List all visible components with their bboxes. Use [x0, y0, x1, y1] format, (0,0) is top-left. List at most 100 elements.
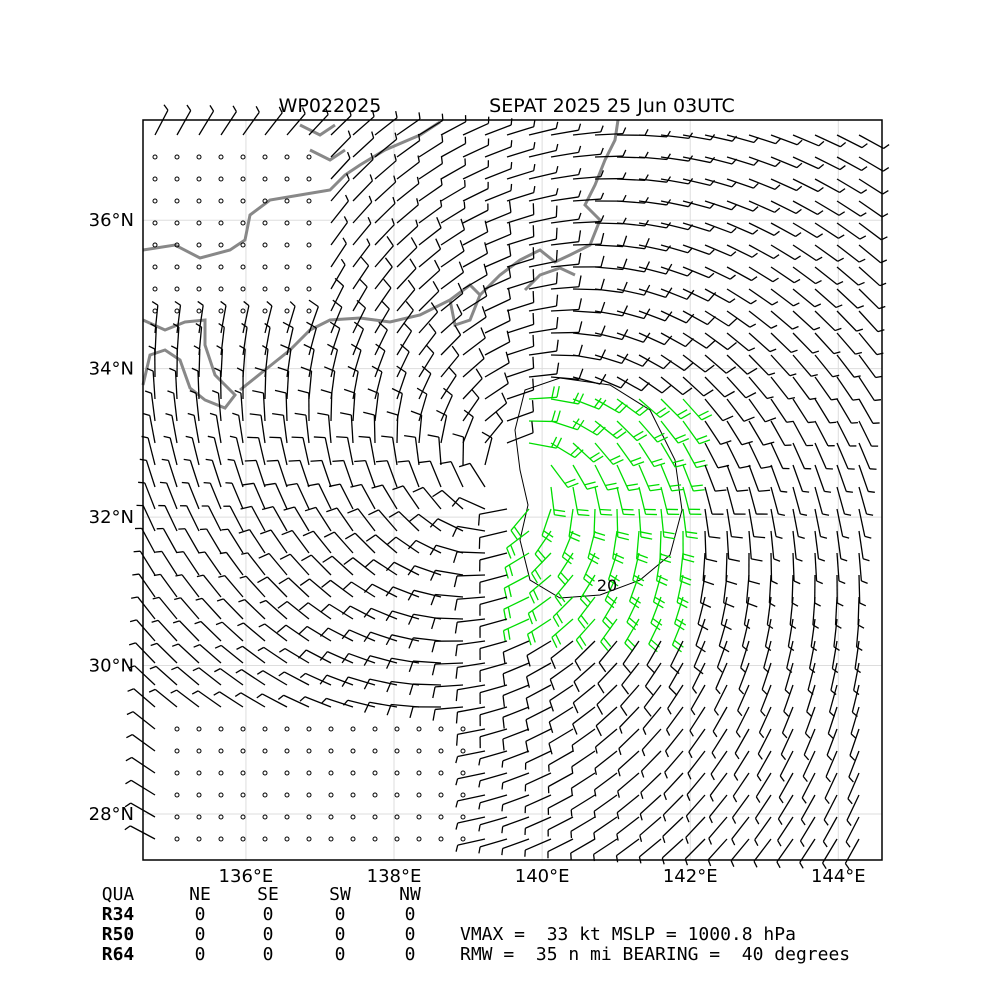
barb-staff: [710, 750, 728, 775]
barb-feather: [150, 642, 158, 647]
barb-feather: [307, 483, 319, 487]
wind-barb: [572, 125, 604, 136]
wind-barb: [481, 431, 493, 466]
pressure-contour: [514, 377, 683, 599]
barb-staff: [711, 728, 728, 754]
barb-staff: [704, 222, 732, 234]
barb-staff: [371, 583, 398, 598]
barb-feather: [506, 330, 511, 342]
barb-feather: [752, 206, 759, 212]
wind-barb: [352, 174, 374, 202]
barb-feather: [218, 322, 225, 328]
barb-feather: [612, 458, 624, 465]
barb-staff: [396, 140, 421, 158]
wind-barb: [572, 397, 607, 410]
barb-feather: [342, 237, 347, 244]
wind-barb: [374, 300, 390, 334]
y-tick-label: 30°N: [89, 656, 134, 677]
barb-staff: [598, 640, 618, 663]
wind-barb: [799, 816, 816, 847]
barb-staff: [764, 618, 772, 647]
barb-feather: [128, 642, 136, 646]
barb-staff: [386, 460, 398, 488]
calm-marker: [306, 836, 312, 842]
wind-barb: [748, 200, 781, 213]
barb-feather: [686, 536, 698, 540]
barb-staff: [528, 260, 557, 268]
barb-staff: [525, 794, 552, 808]
barb-feather: [277, 600, 288, 609]
barb-feather: [555, 294, 559, 307]
barb-feather: [257, 646, 265, 652]
wind-barb: [396, 279, 416, 312]
wind-barb: [716, 640, 728, 673]
wind-barb: [236, 367, 244, 400]
barb-staff: [792, 134, 820, 147]
wind-barb: [154, 104, 169, 136]
barb-feather: [621, 684, 630, 695]
barb-feather: [774, 207, 781, 213]
barb-staff: [457, 640, 486, 646]
calm-marker: [372, 814, 378, 820]
calm-marker: [174, 836, 180, 842]
barb-feather: [648, 483, 660, 487]
barb-staff: [360, 484, 376, 510]
calm-marker: [174, 286, 180, 292]
barb-feather: [364, 559, 375, 568]
wind-barb: [619, 706, 640, 734]
barb-staff: [770, 288, 794, 307]
barb-feather: [393, 154, 397, 161]
wind-barb: [833, 618, 840, 652]
barb-staff: [824, 772, 838, 799]
barb-staff: [233, 460, 244, 488]
wind-barb: [836, 464, 854, 493]
barb-feather: [508, 585, 512, 598]
calm-marker: [218, 308, 224, 314]
barb-staff: [704, 244, 732, 257]
barb-feather: [598, 662, 607, 673]
barb-staff: [858, 508, 866, 537]
barb-staff: [770, 442, 784, 469]
barb-feather: [320, 389, 332, 394]
barb-feather: [570, 446, 580, 456]
wind-barb: [484, 392, 508, 422]
wind-barb: [136, 504, 156, 532]
barb-feather: [748, 580, 761, 585]
barb-feather: [478, 846, 481, 854]
barb-feather: [595, 725, 602, 737]
barb-feather: [589, 452, 600, 460]
barb-feather: [346, 173, 350, 180]
barb-staff: [792, 156, 819, 170]
barb-feather: [749, 323, 757, 328]
barb-staff: [457, 662, 486, 668]
barb-feather: [258, 552, 270, 559]
barb-feather: [818, 558, 826, 562]
barb-feather: [691, 484, 703, 488]
barb-staff: [241, 669, 266, 686]
wind-barb: [479, 662, 508, 683]
barb-staff: [572, 332, 601, 337]
barb-feather: [478, 824, 481, 832]
barb-staff: [726, 156, 754, 166]
barb-staff: [858, 530, 864, 559]
barb-feather: [195, 323, 202, 328]
wind-barb: [418, 135, 444, 158]
wind-barb: [506, 334, 535, 356]
wind-barb: [193, 345, 201, 378]
barb-feather: [730, 227, 737, 234]
barb-staff: [330, 221, 348, 246]
barb-staff: [506, 257, 534, 268]
wind-barb: [660, 486, 680, 516]
barb-staff: [352, 557, 376, 576]
wind-barb: [381, 435, 398, 466]
wind-barb: [733, 750, 750, 781]
barb-feather: [243, 300, 250, 307]
wind-barb: [754, 794, 772, 825]
barb-feather: [234, 692, 242, 697]
wind-barb: [528, 317, 559, 334]
wind-barb: [748, 266, 779, 283]
barb-feather: [861, 143, 868, 149]
barb-feather: [667, 708, 672, 715]
barb-staff: [349, 605, 376, 620]
barb-feather: [266, 459, 279, 462]
